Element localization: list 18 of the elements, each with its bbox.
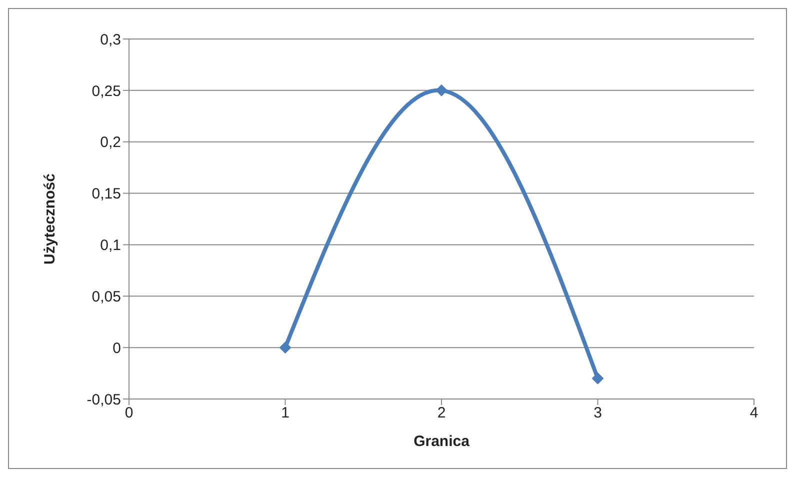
x-tick-label: 3 — [594, 404, 602, 422]
x-tick-label: 1 — [281, 404, 290, 422]
y-tick-label: 0,3 — [100, 31, 121, 48]
x-tick-label: 4 — [750, 404, 758, 422]
y-tick-label: 0,05 — [92, 288, 121, 306]
y-tick-label: 0,2 — [100, 134, 121, 152]
y-tick-label: 0 — [112, 340, 121, 357]
y-axis-title: Użyteczność — [41, 174, 58, 264]
x-tick-label: 0 — [124, 404, 134, 422]
y-tick-label: 0,15 — [92, 186, 121, 203]
x-tick-label: 2 — [437, 404, 446, 422]
point — [436, 84, 448, 96]
y-tick-label: -0,05 — [86, 391, 121, 408]
x-axis-title: Granica — [414, 433, 470, 450]
point — [279, 342, 292, 354]
point — [592, 372, 604, 384]
y-tick-label: 0,1 — [100, 237, 121, 254]
y-tick-label: 0,25 — [92, 82, 121, 100]
